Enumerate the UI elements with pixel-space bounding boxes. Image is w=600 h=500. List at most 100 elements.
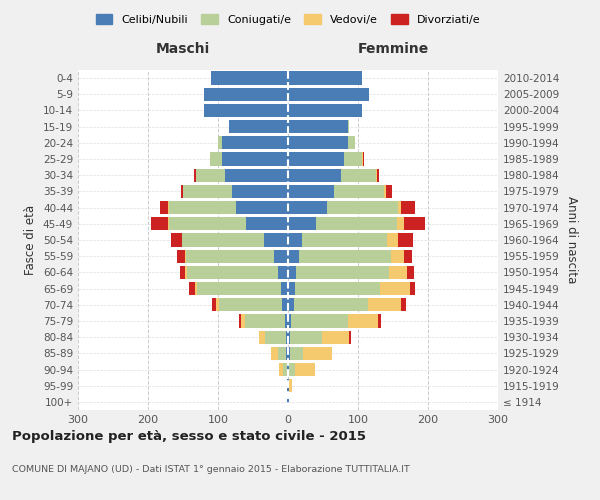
Bar	[368, 298, 401, 312]
Legend: Celibi/Nubili, Coniugati/e, Vedovi/e, Divorziati/e: Celibi/Nubili, Coniugati/e, Vedovi/e, Di…	[92, 10, 484, 28]
Bar	[377, 314, 381, 328]
Bar	[293, 298, 368, 312]
Bar	[179, 266, 185, 279]
Bar	[187, 266, 277, 279]
Bar	[185, 250, 186, 263]
Bar	[288, 168, 341, 182]
Bar	[221, 152, 288, 166]
Bar	[289, 379, 292, 392]
Y-axis label: Anni di nascita: Anni di nascita	[565, 196, 578, 284]
Bar	[341, 168, 376, 182]
Bar	[288, 185, 334, 198]
Bar	[285, 314, 288, 328]
Bar	[347, 136, 355, 149]
Bar	[288, 379, 289, 392]
Bar	[363, 152, 364, 166]
Bar	[218, 136, 221, 149]
Bar	[168, 201, 169, 214]
Bar	[302, 234, 388, 246]
Bar	[288, 72, 361, 85]
Bar	[277, 266, 288, 279]
Bar	[221, 136, 288, 149]
Bar	[288, 136, 347, 149]
Bar	[397, 217, 404, 230]
Bar	[288, 88, 368, 101]
Bar	[265, 330, 286, 344]
Bar	[186, 250, 274, 263]
Bar	[194, 168, 196, 182]
Bar	[410, 282, 415, 295]
Bar	[398, 234, 413, 246]
Bar	[277, 346, 286, 360]
Bar	[288, 250, 299, 263]
Bar	[286, 346, 288, 360]
Bar	[216, 298, 220, 312]
Bar	[389, 266, 407, 279]
Text: Popolazione per età, sesso e stato civile - 2015: Popolazione per età, sesso e stato civil…	[12, 430, 366, 443]
Bar	[296, 266, 389, 279]
Bar	[182, 234, 263, 246]
Bar	[176, 250, 185, 263]
Bar	[384, 185, 386, 198]
Bar	[334, 185, 384, 198]
Bar	[404, 250, 412, 263]
Bar	[349, 330, 351, 344]
Bar	[245, 314, 285, 328]
Bar	[196, 168, 225, 182]
Bar	[386, 185, 392, 198]
Bar	[288, 217, 316, 230]
Bar	[286, 330, 288, 344]
Bar	[377, 168, 379, 182]
Bar	[303, 346, 332, 360]
Bar	[204, 104, 288, 117]
Bar	[288, 346, 290, 360]
Bar	[404, 217, 425, 230]
Bar	[204, 88, 288, 101]
Bar	[291, 314, 348, 328]
Bar	[271, 346, 277, 360]
Bar	[388, 234, 398, 246]
Bar	[288, 234, 302, 246]
Bar	[181, 185, 183, 198]
Bar	[287, 379, 288, 392]
Bar	[398, 201, 401, 214]
Bar	[241, 314, 245, 328]
Bar	[160, 201, 168, 214]
Bar	[283, 298, 288, 312]
Bar	[235, 201, 288, 214]
Bar	[380, 282, 410, 295]
Bar	[190, 282, 195, 295]
Bar	[232, 185, 288, 198]
Bar	[209, 152, 210, 166]
Text: COMUNE DI MAJANO (UD) - Dati ISTAT 1° gennaio 2015 - Elaborazione TUTTITALIA.IT: COMUNE DI MAJANO (UD) - Dati ISTAT 1° ge…	[12, 465, 410, 474]
Bar	[362, 152, 363, 166]
Text: Femmine: Femmine	[358, 42, 428, 56]
Bar	[347, 120, 349, 134]
Bar	[290, 346, 303, 360]
Bar	[299, 250, 391, 263]
Bar	[212, 298, 216, 312]
Bar	[185, 266, 187, 279]
Bar	[288, 104, 361, 117]
Bar	[246, 217, 288, 230]
Bar	[259, 330, 265, 344]
Bar	[197, 282, 281, 295]
Bar	[288, 282, 295, 295]
Bar	[168, 217, 169, 230]
Bar	[211, 72, 288, 85]
Bar	[316, 217, 397, 230]
Bar	[279, 363, 283, 376]
Bar	[183, 185, 232, 198]
Bar	[288, 298, 293, 312]
Bar	[288, 120, 347, 134]
Bar	[287, 396, 288, 408]
Bar	[220, 298, 283, 312]
Bar	[225, 168, 288, 182]
Bar	[376, 168, 377, 182]
Bar	[348, 314, 377, 328]
Bar	[289, 363, 295, 376]
Bar	[288, 363, 289, 376]
Bar	[151, 217, 168, 230]
Bar	[295, 282, 380, 295]
Bar	[288, 330, 290, 344]
